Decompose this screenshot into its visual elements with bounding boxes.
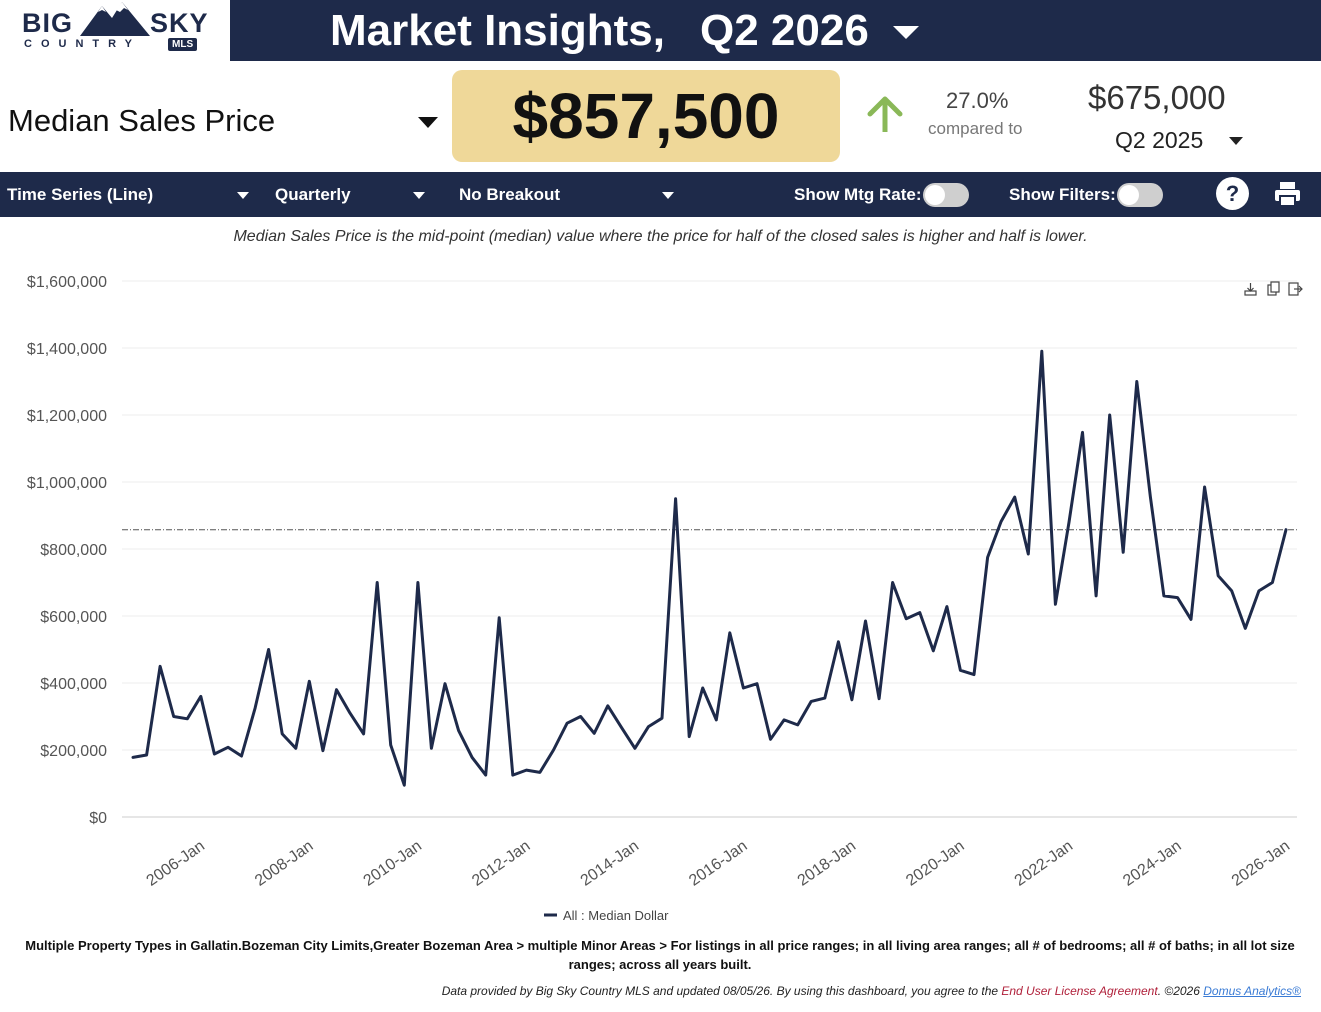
y-tick-label: $1,600,000	[27, 274, 107, 291]
y-tick-label: $200,000	[40, 743, 107, 760]
y-tick-label: $0	[89, 810, 107, 827]
metric-description: Median Sales Price is the mid-point (med…	[233, 228, 1088, 245]
logo-text-sky: SKY	[150, 8, 209, 38]
y-tick-label: $600,000	[40, 609, 107, 626]
x-tick-label: 2012-Jan	[469, 838, 533, 890]
x-tick-label: 2014-Jan	[578, 838, 642, 890]
show-mtg-rate-toggle[interactable]	[923, 183, 969, 207]
x-tick-label: 2020-Jan	[903, 838, 967, 890]
top-bar: BIG SKY COUNTRY MLS Market Insights, Q2 …	[0, 0, 1321, 61]
control-bar: Time Series (Line) Quarterly No Breakout…	[0, 172, 1321, 217]
x-tick-label: 2016-Jan	[686, 838, 750, 890]
mountain-logo-icon	[80, 2, 150, 36]
show-filters-label: Show Filters:	[1009, 185, 1116, 204]
x-tick-label: 2026-Jan	[1229, 838, 1293, 890]
show-mtg-rate-label: Show Mtg Rate:	[794, 185, 922, 204]
page-title: Market Insights,	[330, 6, 665, 55]
change-percent: 27.0%	[946, 88, 1009, 113]
x-tick-label: 2022-Jan	[1012, 838, 1076, 890]
chart-type-dropdown[interactable]: Time Series (Line)	[7, 185, 154, 204]
metric-value: $857,500	[452, 70, 840, 162]
logo-text-mls: MLS	[168, 38, 198, 51]
x-tick-label: 2008-Jan	[252, 838, 316, 890]
chart-toolbar	[1244, 281, 1303, 296]
y-tick-label: $1,400,000	[27, 341, 107, 358]
interval-dropdown[interactable]: Quarterly	[275, 185, 351, 204]
x-tick-label: 2024-Jan	[1120, 838, 1184, 890]
period-dropdown-caret-icon[interactable]	[893, 26, 919, 39]
compare-period-caret-icon[interactable]	[1229, 137, 1243, 145]
x-tick-label: 2018-Jan	[795, 838, 859, 890]
print-icon[interactable]	[1274, 181, 1301, 207]
copyright-text: . ©2026	[1157, 984, 1204, 998]
y-tick-label: $800,000	[40, 542, 107, 559]
logo: BIG SKY COUNTRY MLS	[0, 0, 230, 61]
compare-value: $675,000	[1088, 79, 1226, 116]
compared-to-label: compared to	[928, 119, 1023, 138]
breakout-dropdown[interactable]: No Breakout	[459, 185, 561, 204]
download-icon[interactable]	[1244, 283, 1257, 296]
show-filters-toggle[interactable]	[1117, 183, 1163, 207]
eula-link[interactable]: End User License Agreement	[1001, 984, 1158, 998]
data-provided-note: Data provided by Big Sky Country MLS and…	[442, 984, 1301, 998]
period-selector[interactable]: Q2 2026	[700, 6, 869, 55]
interval-caret-icon[interactable]	[413, 192, 425, 199]
y-tick-label: $400,000	[40, 676, 107, 693]
y-tick-label: $1,200,000	[27, 408, 107, 425]
chart-type-caret-icon[interactable]	[237, 192, 249, 199]
provided-text: Data provided by Big Sky Country MLS and…	[441, 984, 1002, 998]
metric-dropdown-caret-icon[interactable]	[418, 117, 438, 128]
y-tick-label: $1,000,000	[27, 475, 107, 492]
x-tick-label: 2010-Jan	[361, 838, 425, 890]
logo-text-big: BIG	[22, 8, 74, 38]
help-button[interactable]: ?	[1216, 177, 1249, 210]
arrow-up-icon	[867, 96, 903, 132]
legend-label[interactable]: All : Median Dollar	[563, 908, 669, 923]
breakout-caret-icon[interactable]	[662, 192, 674, 199]
metric-selector[interactable]: Median Sales Price	[8, 103, 276, 138]
export-icon[interactable]	[1288, 282, 1303, 296]
copy-icon[interactable]	[1267, 281, 1280, 296]
title-bar: Market Insights, Q2 2026	[230, 0, 1321, 61]
filter-summary: Multiple Property Types in Gallatin.Boze…	[25, 938, 1295, 972]
series-line[interactable]	[131, 349, 1288, 787]
compare-period-selector[interactable]: Q2 2025	[1115, 127, 1204, 153]
x-tick-label: 2006-Jan	[144, 838, 208, 890]
domus-link[interactable]: Domus Analytics®	[1203, 984, 1301, 998]
logo-text-country: COUNTRY	[24, 38, 141, 50]
line-chart: $0 $200,000 $400,000 $600,000 $800,000 $1,000…	[27, 274, 1297, 923]
